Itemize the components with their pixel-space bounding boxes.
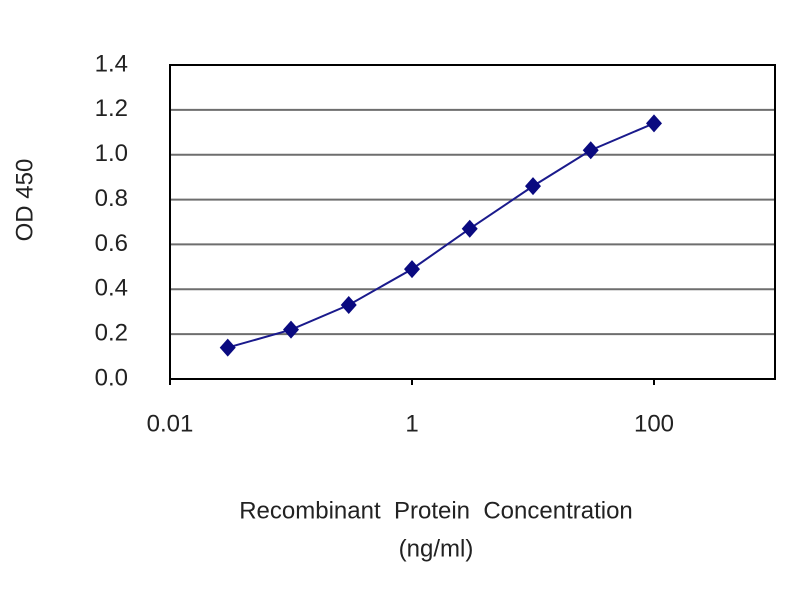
- data-point: [340, 295, 357, 314]
- data-point: [404, 260, 420, 279]
- data-line: [227, 122, 655, 349]
- y-tick-label: 1.2: [95, 95, 128, 122]
- data-point: [646, 114, 662, 133]
- x-tick-label: 0.01: [147, 410, 194, 437]
- data-point: [283, 320, 299, 339]
- plot-frame: [169, 64, 776, 380]
- x-axis-label: (ng/ml): [399, 535, 474, 562]
- data-point: [461, 219, 478, 238]
- y-tick-label: 0.8: [95, 185, 128, 212]
- data-point: [582, 141, 599, 160]
- y-axis-label: OD 450: [11, 159, 38, 242]
- y-tick-label: 0.0: [95, 364, 128, 391]
- y-tick-label: 0.4: [95, 275, 128, 302]
- y-tick-label: 1.0: [95, 140, 128, 167]
- y-tick-label: 0.2: [95, 319, 128, 346]
- x-axis-label: Recombinant Protein Concentration: [239, 497, 633, 524]
- y-tick-label: 0.6: [95, 230, 128, 257]
- x-tick-label: 1: [405, 410, 418, 437]
- data-point: [219, 338, 236, 357]
- y-tick-label: 1.4: [95, 50, 128, 77]
- x-tick-label: 100: [634, 410, 674, 437]
- data-point: [525, 177, 541, 196]
